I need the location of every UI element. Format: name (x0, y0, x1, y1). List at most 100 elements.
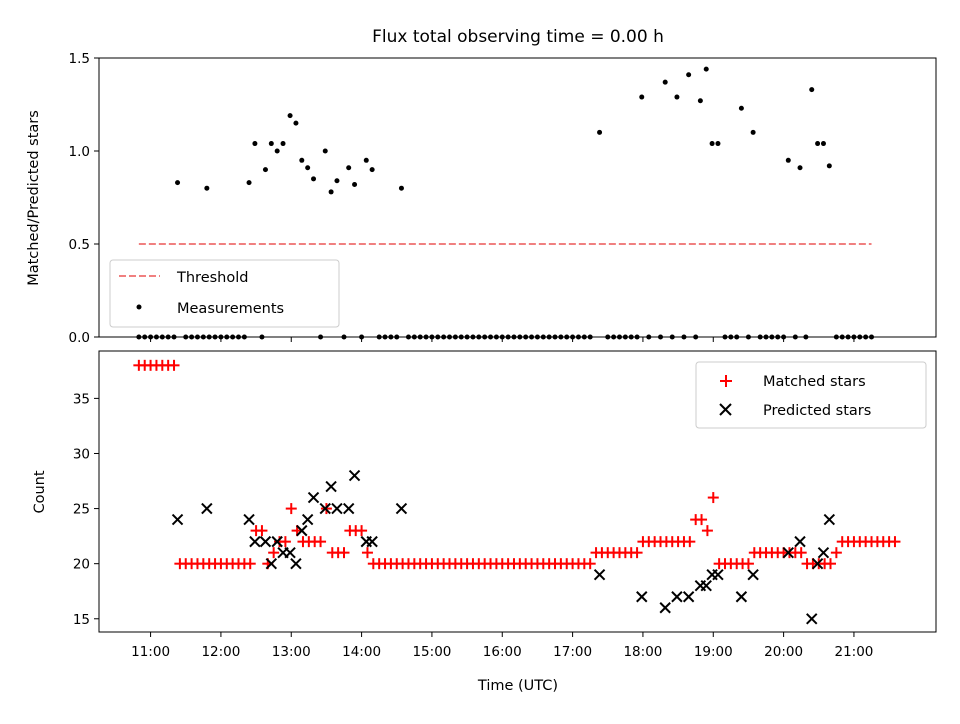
predicted-star-mark (290, 557, 302, 570)
measurement-point (346, 165, 352, 171)
predicted-star-mark (682, 591, 695, 603)
predicted-star-point (366, 535, 378, 548)
bottom-plot-frame (98, 350, 937, 633)
matched-star-point (742, 558, 754, 570)
matched-star-point (285, 503, 297, 515)
matched-star-point (361, 547, 373, 559)
predicted-star-mark (271, 535, 283, 548)
predicted-star-point (319, 502, 331, 515)
matched-star-point (244, 558, 256, 570)
predicted-star-point (265, 557, 278, 570)
predicted-star-point (325, 480, 337, 493)
predicted-star-mark (735, 591, 748, 603)
measurement-point (262, 167, 268, 173)
predicted-star-mark (817, 546, 830, 559)
x-tick-label: 20:00 (764, 644, 803, 660)
matched-star-point (631, 547, 643, 559)
matched-star-point (279, 536, 291, 548)
predicted-star-point (395, 502, 408, 515)
bottom-y-tick-label: 15 (73, 612, 90, 628)
x-tick-label: 12:00 (201, 644, 240, 660)
predicted-star-mark (395, 502, 408, 515)
measurement-point (697, 98, 703, 104)
predicted-star-mark (259, 535, 272, 548)
measurement-point (287, 113, 293, 119)
bottom-y-tick-label: 20 (73, 557, 90, 573)
predicted-star-point (201, 502, 213, 515)
measurement-point (252, 141, 258, 147)
matched-star-point (696, 514, 708, 526)
top-y-tick-label: 0.0 (69, 330, 90, 346)
predicted-star-point (700, 580, 712, 592)
matched-star-point (824, 558, 836, 570)
measurement-point (299, 157, 305, 163)
predicted-star-point (259, 535, 272, 548)
legend-measurements-swatch (136, 304, 142, 310)
predicted-star-point (823, 513, 836, 526)
legend-matched-label: Matched stars (763, 374, 866, 390)
measurement-point (686, 72, 692, 78)
measurement-point (797, 165, 803, 171)
predicted-star-point (712, 568, 724, 581)
measurement-point (820, 141, 826, 147)
measurement-point (826, 163, 832, 169)
predicted-star-mark (366, 535, 378, 548)
predicted-star-point (811, 557, 824, 570)
top-y-tick-label: 1.5 (69, 51, 90, 67)
legend-matched-swatch (720, 375, 732, 387)
predicted-star-mark (325, 480, 337, 493)
predicted-star-point (271, 535, 283, 548)
predicted-star-mark (659, 602, 671, 614)
measurement-point (809, 87, 815, 93)
predicted-star-point (301, 513, 314, 526)
predicted-star-mark (201, 502, 213, 515)
top-axes: 0.0 0.5 1.0 1.5 (69, 51, 855, 346)
measurement-point (738, 105, 744, 111)
measurement-point (709, 141, 715, 147)
measurement-point (246, 180, 252, 186)
predicted-star-point (348, 469, 361, 482)
bottom-y-axis-label: Count (32, 470, 48, 513)
matched-star-point (338, 547, 350, 559)
x-tick-label: 14:00 (342, 644, 381, 660)
measurement-point (352, 181, 358, 187)
measurement-point (311, 176, 317, 182)
predicted-star-point (794, 535, 806, 548)
bottom-y-tick-label: 35 (73, 391, 90, 407)
legend-predicted-label: Predicted stars (763, 403, 871, 419)
legend-threshold-label: Threshold (176, 270, 248, 286)
matched-star-point (830, 547, 842, 559)
measurement-point (785, 157, 791, 163)
predicted-star-mark (249, 535, 261, 548)
bottom-plot-area (133, 359, 901, 625)
matched-star-point (707, 492, 719, 504)
predicted-star-mark (794, 535, 806, 548)
predicted-star-point (290, 557, 302, 570)
chart-title: Flux total observing time = 0.00 h (372, 27, 664, 47)
legend-predicted-swatch (719, 403, 732, 416)
predicted-star-mark (811, 557, 824, 570)
top-y-axis-label: Matched/Predicted stars (26, 110, 42, 286)
matched-star-point (701, 525, 713, 537)
matched-star-point (356, 525, 368, 537)
predicted-star-point (659, 602, 671, 614)
measurement-point (274, 148, 280, 154)
predicted-star-mark (806, 613, 818, 625)
predicted-star-mark (284, 546, 296, 559)
predicted-star-point (249, 535, 261, 548)
measurement-point (322, 148, 328, 154)
predicted-star-mark (348, 469, 361, 482)
x-tick-label: 16:00 (483, 644, 522, 660)
measurement-point (369, 167, 375, 173)
predicted-star-mark (265, 557, 278, 570)
measurement-point (280, 141, 286, 147)
predicted-star-point (782, 546, 795, 559)
bottom-y-tick-label: 25 (73, 502, 90, 518)
bottom-y-tick-label: 30 (73, 446, 90, 462)
predicted-star-point (817, 546, 830, 559)
x-tick-label: 13:00 (272, 644, 311, 660)
measurement-point (639, 94, 645, 100)
predicted-star-point (593, 568, 606, 581)
matched-star-point (795, 547, 807, 559)
measurement-point (268, 141, 274, 147)
